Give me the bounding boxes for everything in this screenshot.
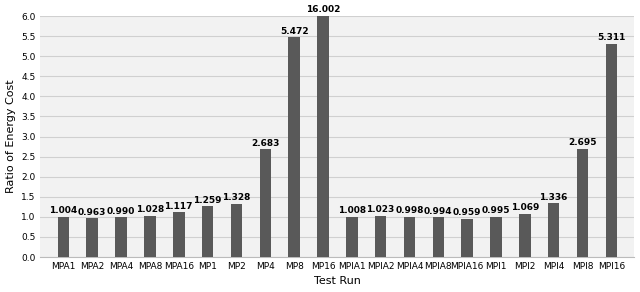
Bar <box>230 204 242 257</box>
Bar <box>548 203 559 257</box>
Text: 0.959: 0.959 <box>453 208 481 217</box>
Text: 0.990: 0.990 <box>107 207 135 216</box>
Bar <box>317 16 329 257</box>
Text: 1.259: 1.259 <box>193 196 222 205</box>
Bar <box>173 212 184 257</box>
Bar <box>519 214 531 257</box>
Text: 5.311: 5.311 <box>597 33 625 42</box>
Bar <box>404 217 415 257</box>
X-axis label: Test Run: Test Run <box>314 277 361 286</box>
Text: 1.023: 1.023 <box>367 205 395 214</box>
Text: 16.002: 16.002 <box>306 6 340 14</box>
Bar <box>115 217 127 257</box>
Text: 1.117: 1.117 <box>164 201 193 211</box>
Text: 2.695: 2.695 <box>568 138 596 147</box>
Bar <box>86 218 98 257</box>
Text: 1.336: 1.336 <box>540 193 568 202</box>
Text: 0.963: 0.963 <box>78 208 106 217</box>
Text: 1.004: 1.004 <box>49 206 77 215</box>
Bar <box>289 37 300 257</box>
Bar <box>375 216 387 257</box>
Y-axis label: Ratio of Energy Cost: Ratio of Energy Cost <box>6 80 15 193</box>
Text: 5.472: 5.472 <box>280 27 308 36</box>
Bar <box>433 217 444 257</box>
Text: 1.008: 1.008 <box>338 206 366 215</box>
Text: 0.998: 0.998 <box>396 206 424 215</box>
Text: 0.995: 0.995 <box>482 206 510 215</box>
Text: 2.683: 2.683 <box>251 139 280 148</box>
Text: 1.328: 1.328 <box>222 193 251 202</box>
Bar <box>202 206 213 257</box>
Text: 1.069: 1.069 <box>511 204 539 213</box>
Bar <box>490 217 502 257</box>
Bar <box>461 218 473 257</box>
Bar <box>605 44 617 257</box>
Text: 1.028: 1.028 <box>136 205 164 214</box>
Bar <box>58 217 69 257</box>
Bar <box>346 217 358 257</box>
Bar <box>577 149 588 257</box>
Text: 0.994: 0.994 <box>424 206 452 215</box>
Bar <box>260 149 271 257</box>
Bar <box>144 216 156 257</box>
